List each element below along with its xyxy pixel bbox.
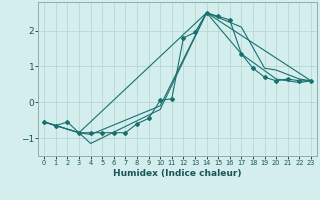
X-axis label: Humidex (Indice chaleur): Humidex (Indice chaleur)	[113, 169, 242, 178]
